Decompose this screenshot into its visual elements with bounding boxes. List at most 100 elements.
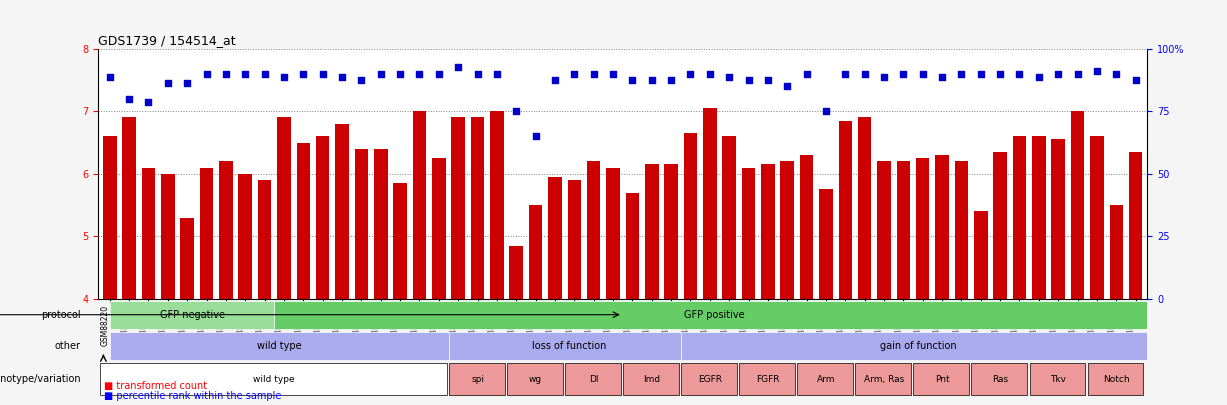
Point bbox=[874, 74, 893, 80]
Point bbox=[216, 70, 236, 77]
Point bbox=[816, 108, 836, 115]
Bar bbox=[180, 217, 194, 299]
Point bbox=[699, 70, 719, 77]
Bar bbox=[858, 117, 871, 299]
Bar bbox=[509, 246, 523, 299]
Point bbox=[1029, 74, 1049, 80]
Text: spi: spi bbox=[471, 375, 483, 384]
Point bbox=[739, 77, 758, 83]
Bar bbox=[452, 117, 465, 299]
Point bbox=[139, 98, 158, 105]
Point bbox=[1010, 70, 1029, 77]
Text: ■ transformed count: ■ transformed count bbox=[104, 381, 207, 391]
Point bbox=[952, 70, 972, 77]
Text: Ras: Ras bbox=[993, 375, 1009, 384]
Text: loss of function: loss of function bbox=[533, 341, 606, 351]
FancyBboxPatch shape bbox=[109, 301, 275, 329]
Point bbox=[1126, 77, 1146, 83]
Point bbox=[796, 70, 816, 77]
FancyBboxPatch shape bbox=[449, 332, 681, 360]
FancyBboxPatch shape bbox=[1029, 363, 1086, 395]
Point bbox=[255, 70, 275, 77]
Text: genotype/variation: genotype/variation bbox=[0, 374, 81, 384]
Bar bbox=[761, 164, 774, 299]
FancyBboxPatch shape bbox=[798, 363, 853, 395]
FancyBboxPatch shape bbox=[109, 332, 449, 360]
Bar bbox=[141, 168, 156, 299]
Bar bbox=[355, 149, 368, 299]
Bar bbox=[994, 152, 1007, 299]
Point bbox=[99, 74, 119, 80]
Bar bbox=[626, 193, 639, 299]
FancyBboxPatch shape bbox=[681, 332, 1147, 360]
Point bbox=[178, 80, 198, 86]
FancyBboxPatch shape bbox=[101, 363, 447, 395]
Bar bbox=[335, 124, 348, 299]
Text: Arm: Arm bbox=[817, 375, 836, 384]
Bar bbox=[935, 155, 948, 299]
Bar bbox=[412, 111, 426, 299]
Text: EGFR: EGFR bbox=[698, 375, 721, 384]
Point bbox=[429, 70, 449, 77]
Bar bbox=[955, 161, 968, 299]
Bar bbox=[200, 168, 213, 299]
Point bbox=[487, 70, 507, 77]
Bar bbox=[1090, 136, 1104, 299]
Text: Tkv: Tkv bbox=[1050, 375, 1066, 384]
Point bbox=[448, 64, 467, 70]
Bar bbox=[645, 164, 659, 299]
Bar bbox=[974, 211, 988, 299]
Point bbox=[604, 70, 623, 77]
Point bbox=[681, 70, 701, 77]
Bar bbox=[374, 149, 388, 299]
Bar bbox=[800, 155, 814, 299]
Point bbox=[467, 70, 487, 77]
Text: protocol: protocol bbox=[42, 310, 81, 320]
Bar bbox=[664, 164, 677, 299]
Point bbox=[545, 77, 564, 83]
Bar bbox=[277, 117, 291, 299]
Point bbox=[836, 70, 855, 77]
Point bbox=[1107, 70, 1126, 77]
Bar bbox=[1109, 205, 1123, 299]
Point bbox=[196, 70, 216, 77]
Point bbox=[778, 83, 798, 90]
Point bbox=[933, 74, 952, 80]
Bar bbox=[220, 161, 233, 299]
Bar bbox=[1071, 111, 1085, 299]
Text: Dl: Dl bbox=[589, 375, 599, 384]
Bar bbox=[315, 136, 330, 299]
Text: GDS1739 / 154514_at: GDS1739 / 154514_at bbox=[98, 34, 236, 47]
Point bbox=[352, 77, 372, 83]
Point bbox=[158, 80, 178, 86]
Point bbox=[313, 70, 333, 77]
Bar bbox=[432, 158, 445, 299]
Point bbox=[758, 77, 778, 83]
Bar bbox=[742, 168, 756, 299]
FancyBboxPatch shape bbox=[564, 363, 621, 395]
Bar bbox=[297, 143, 310, 299]
Point bbox=[971, 70, 990, 77]
Point bbox=[584, 70, 604, 77]
Point bbox=[1067, 70, 1087, 77]
Bar bbox=[103, 136, 117, 299]
Point bbox=[410, 70, 429, 77]
Bar bbox=[877, 161, 891, 299]
Point bbox=[236, 70, 255, 77]
Point bbox=[913, 70, 933, 77]
Text: wild type: wild type bbox=[256, 341, 302, 351]
Text: ■ percentile rank within the sample: ■ percentile rank within the sample bbox=[104, 391, 282, 401]
Bar bbox=[1052, 139, 1065, 299]
Point bbox=[642, 77, 661, 83]
Bar bbox=[161, 174, 174, 299]
Text: FGFR: FGFR bbox=[756, 375, 779, 384]
Bar bbox=[1129, 152, 1142, 299]
Bar bbox=[703, 108, 717, 299]
FancyBboxPatch shape bbox=[507, 363, 563, 395]
Point bbox=[564, 70, 584, 77]
Bar bbox=[897, 161, 910, 299]
Point bbox=[293, 70, 313, 77]
Text: wg: wg bbox=[529, 375, 542, 384]
Bar bbox=[548, 177, 562, 299]
FancyBboxPatch shape bbox=[275, 301, 1147, 329]
